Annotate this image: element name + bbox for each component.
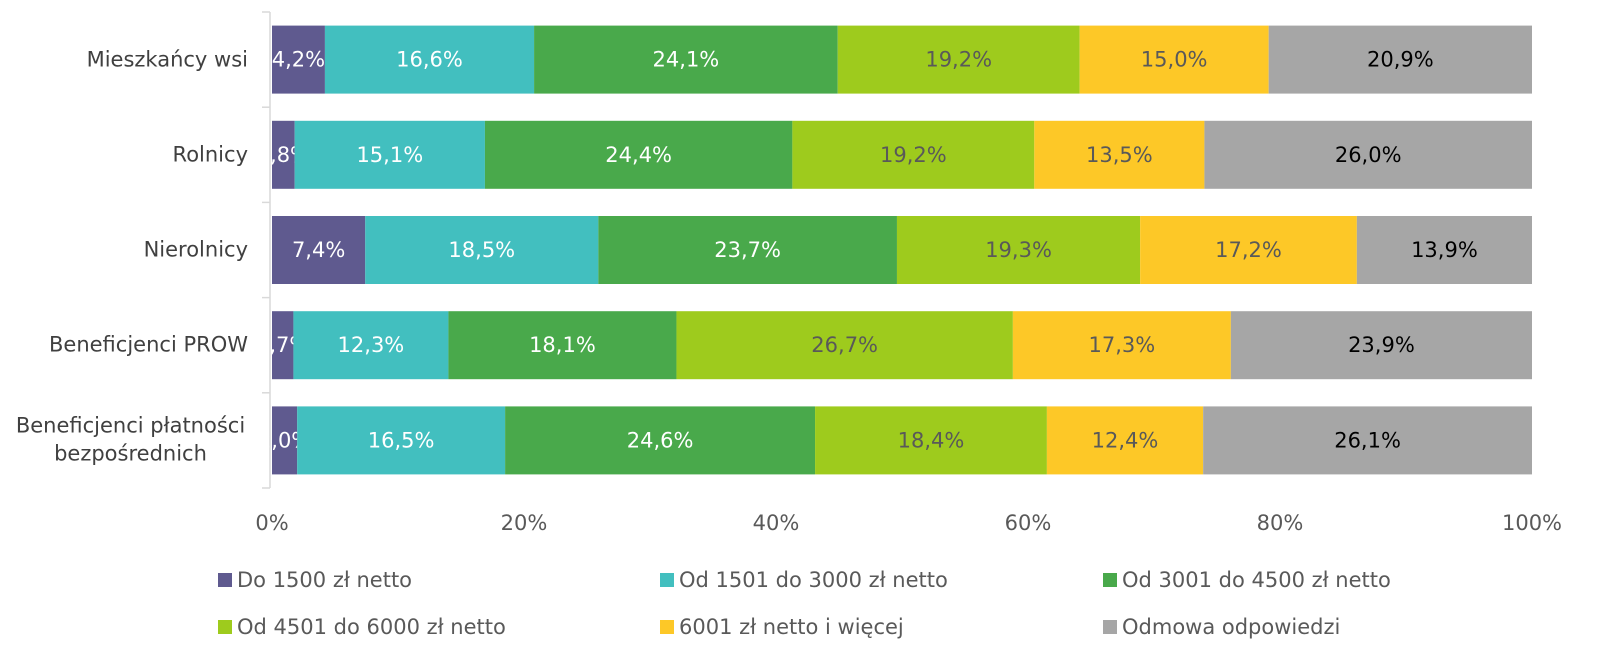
data-label: 17,2% <box>1215 238 1282 262</box>
x-tick-label: 60% <box>1005 511 1052 535</box>
bar-segment <box>815 406 1047 475</box>
bar-segment <box>1046 406 1204 475</box>
legend-label: Od 3001 do 4500 zł netto <box>1122 568 1391 592</box>
category-label: Mieszkańcy wsi <box>86 46 248 71</box>
data-label: 24,1% <box>653 48 720 72</box>
data-label: 16,5% <box>368 428 435 452</box>
bar-segment <box>896 216 1141 284</box>
legend-swatch <box>660 573 674 587</box>
data-label: 24,6% <box>627 428 694 452</box>
legend-label: Od 1501 do 3000 zł netto <box>679 568 948 592</box>
data-label: 26,1% <box>1334 428 1401 452</box>
bar-segment <box>1268 25 1532 94</box>
category-label: Nierolnicy <box>143 237 248 262</box>
bar-segment <box>598 216 897 284</box>
data-label: 17,3% <box>1089 333 1156 357</box>
bar-segment <box>792 120 1035 189</box>
data-label: 12,4% <box>1092 428 1159 452</box>
data-label: 15,0% <box>1141 48 1208 72</box>
category-label: Beneficjenci PROW <box>49 332 248 357</box>
legend-swatch <box>1103 620 1117 634</box>
data-label: 18,4% <box>898 428 965 452</box>
bar-segment <box>272 25 325 94</box>
bar-segment <box>272 311 294 380</box>
data-label: 7,4% <box>292 238 345 262</box>
bar-segment <box>448 311 677 380</box>
bar-segment <box>1204 120 1532 189</box>
bar-segment <box>1140 216 1357 284</box>
bar-segment <box>297 406 506 475</box>
legend-swatch <box>218 620 232 634</box>
data-label: 19,2% <box>880 143 947 167</box>
bar-segment <box>1230 311 1532 380</box>
data-label: 16,6% <box>396 48 463 72</box>
data-label: 20,9% <box>1367 48 1434 72</box>
x-tick-label: 80% <box>1257 511 1304 535</box>
bar-segment <box>1012 311 1231 380</box>
legend-label: Do 1500 zł netto <box>237 568 412 592</box>
data-label: 23,7% <box>714 238 781 262</box>
data-label: 13,5% <box>1086 143 1153 167</box>
legend-label: 6001 zł netto i więcej <box>679 615 904 639</box>
data-label: 15,1% <box>356 143 423 167</box>
bar-segment <box>365 216 599 284</box>
bar-segment <box>1079 25 1269 94</box>
bar-segment <box>272 406 298 475</box>
bar-segment <box>505 406 816 475</box>
x-tick-label: 100% <box>1502 511 1562 535</box>
category-label: Beneficjenci płatności bezpośrednich <box>15 414 246 466</box>
data-label: 4,2% <box>272 48 325 72</box>
legend-swatch <box>660 620 674 634</box>
x-tick-label: 0% <box>255 511 288 535</box>
data-label: 24,4% <box>605 143 672 167</box>
data-label: 13,9% <box>1411 238 1478 262</box>
bar-segment <box>324 25 535 94</box>
bar-segment <box>1203 406 1532 475</box>
bar-segment <box>1034 120 1205 189</box>
bar-segment <box>1356 216 1532 284</box>
legend-swatch <box>1103 573 1117 587</box>
bar-segment <box>534 25 838 94</box>
data-label: 12,3% <box>338 333 405 357</box>
bar-segment <box>837 25 1080 94</box>
legend-swatch <box>218 573 232 587</box>
x-tick-label: 20% <box>501 511 548 535</box>
data-label: 23,9% <box>1348 333 1415 357</box>
data-label: 19,2% <box>925 48 992 72</box>
data-label: 26,0% <box>1335 143 1402 167</box>
data-label: 19,3% <box>985 238 1052 262</box>
bar-segment <box>676 311 1013 380</box>
data-label: 18,5% <box>448 238 515 262</box>
bar-segment <box>293 311 449 380</box>
x-tick-label: 40% <box>753 511 800 535</box>
data-label: 18,1% <box>529 333 596 357</box>
bar-segment <box>484 120 793 189</box>
legend-label: Odmowa odpowiedzi <box>1122 615 1340 639</box>
bar-segment <box>294 120 485 189</box>
legend-label: Od 4501 do 6000 zł netto <box>237 615 506 639</box>
bar-segment <box>272 120 295 189</box>
category-label: Rolnicy <box>172 142 248 167</box>
bar-segment <box>272 216 366 284</box>
data-label: 26,7% <box>811 333 878 357</box>
